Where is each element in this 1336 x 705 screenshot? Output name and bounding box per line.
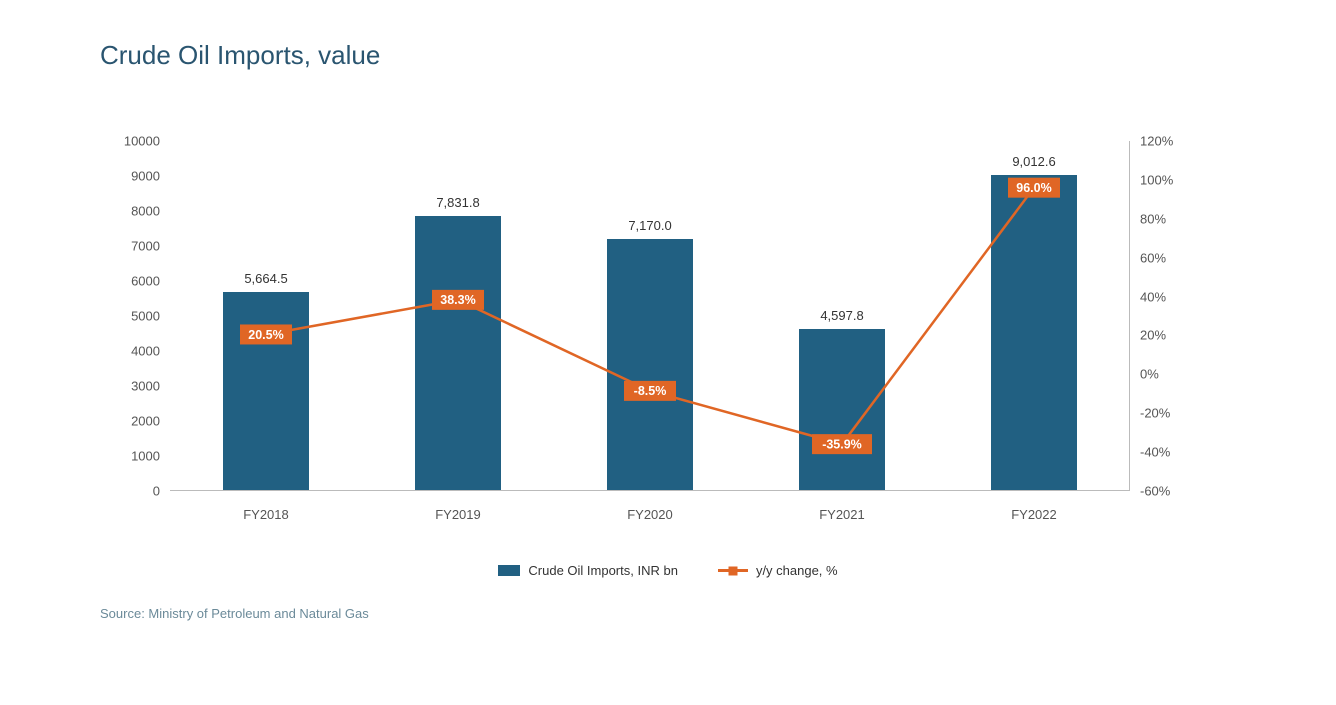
y2-tick-label: 80% [1140,211,1200,226]
x-tick-label: FY2020 [590,507,710,522]
y1-tick-label: 8000 [100,204,160,219]
legend-line-item: y/y change, % [718,563,838,578]
bar-value-label: 7,831.8 [436,195,479,210]
legend-bar-swatch [498,565,520,576]
y1-tick-label: 1000 [100,449,160,464]
y1-tick-label: 6000 [100,274,160,289]
y2-tick-label: -20% [1140,406,1200,421]
legend-bar-item: Crude Oil Imports, INR bn [498,563,678,578]
y1-tick-label: 5000 [100,309,160,324]
line-value-label: 20.5% [248,328,283,342]
bar-value-label: 5,664.5 [244,271,287,286]
y2-tick-label: -40% [1140,445,1200,460]
line-value-label: 38.3% [440,293,475,307]
line-value-label: 96.0% [1016,181,1051,195]
line-value-label: -35.9% [822,437,862,451]
y2-tick-label: -60% [1140,484,1200,499]
legend: Crude Oil Imports, INR bn y/y change, % [100,563,1236,578]
y2-tick-label: 40% [1140,289,1200,304]
y1-tick-label: 4000 [100,344,160,359]
line-value-label: -8.5% [634,384,667,398]
chart-title: Crude Oil Imports, value [100,40,1236,71]
legend-bar-label: Crude Oil Imports, INR bn [528,563,678,578]
chart-svg: 20.5% 38.3% -8.5% -35.9% 96.0% [100,131,1200,551]
legend-line-swatch [718,569,748,572]
y2-tick-label: 0% [1140,367,1200,382]
bar-value-label: 7,170.0 [628,218,671,233]
bar-value-label: 9,012.6 [1012,154,1055,169]
y1-tick-label: 3000 [100,379,160,394]
y1-tick-label: 2000 [100,414,160,429]
y1-tick-label: 7000 [100,239,160,254]
source-text: Source: Ministry of Petroleum and Natura… [100,606,1236,621]
y2-tick-label: 120% [1140,134,1200,149]
bar-value-label: 4,597.8 [820,308,863,323]
y2-tick-label: 100% [1140,172,1200,187]
y2-tick-label: 60% [1140,250,1200,265]
y2-tick-label: 20% [1140,328,1200,343]
y1-tick-label: 10000 [100,134,160,149]
y1-tick-label: 0 [100,484,160,499]
x-tick-label: FY2019 [398,507,518,522]
legend-line-label: y/y change, % [756,563,838,578]
x-tick-label: FY2021 [782,507,902,522]
chart: 20.5% 38.3% -8.5% -35.9% 96.0% 0 1000 2000 3000… [100,131,1200,551]
x-tick-label: FY2018 [206,507,326,522]
x-tick-label: FY2022 [974,507,1094,522]
y1-tick-label: 9000 [100,169,160,184]
